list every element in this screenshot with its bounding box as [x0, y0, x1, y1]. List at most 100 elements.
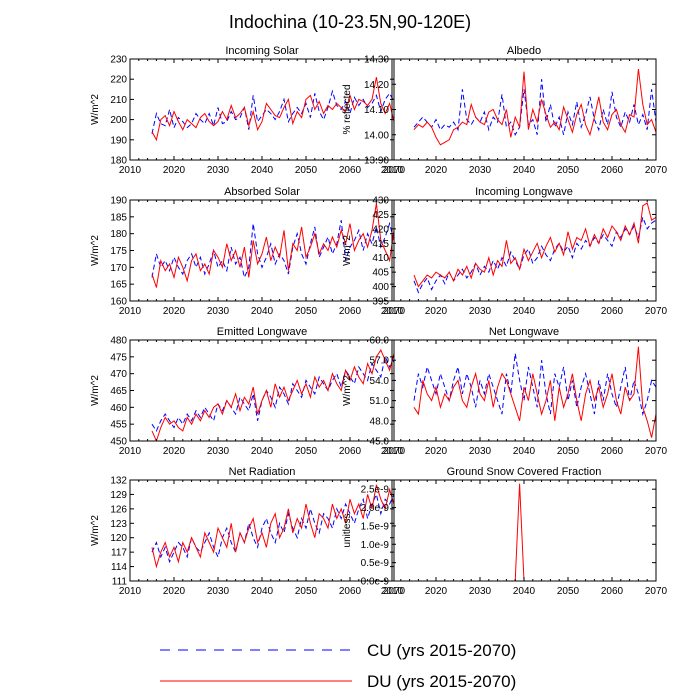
x-tick-label: 2040: [251, 306, 274, 317]
series-cu-emitted-longwave: [151, 355, 394, 432]
y-tick-label: 14.30: [364, 55, 389, 66]
y-tick-label: 132: [110, 476, 127, 487]
series-du-incoming-solar: [151, 77, 394, 142]
y-tick-label: 450: [110, 437, 127, 448]
panel-incoming-longwave: 2010 2020 2030 2040 2050 2060 2070395400405410…: [342, 186, 668, 317]
y-tick-label: 126: [110, 504, 127, 515]
y-tick-label: 470: [110, 369, 127, 380]
x-tick-label: 2020: [163, 306, 186, 317]
y-tick-label: 123: [110, 519, 127, 530]
panel-absorbed-solar: 2010 2020 2030 2040 2050 2060 2070 160 165 170 175…: [90, 186, 406, 317]
panel-emitted-longwave: 2010 2020 2030 2040 2050 2060 2070 450 455 460 465…: [90, 326, 406, 457]
x-tick-label: 2010: [381, 306, 404, 317]
y-tick-label: 465: [110, 386, 127, 397]
y-axis-label-ground-snow-covered-fraction: unitless: [342, 514, 353, 548]
y-tick-label: 405: [372, 268, 389, 279]
y-tick-label: 120: [110, 533, 127, 544]
x-tick-label: 2020: [163, 586, 186, 597]
series-cu-incoming-longwave: [413, 215, 656, 294]
series-du-net-radiation: [151, 484, 394, 569]
legend: CU (yrs 2015-2070) DU (yrs 2015-2070): [160, 641, 516, 691]
x-tick-label: 2030: [469, 446, 492, 457]
panel-ground-snow-covered-fraction: 2010 2020 2030 2040 2050 2060 20700.0e-90.5e-9…: [342, 466, 668, 597]
y-tick-label: 60.0: [370, 336, 390, 347]
panel-title-absorbed-solar: Absorbed Solar: [224, 186, 300, 198]
y-tick-label: 165: [110, 280, 127, 291]
x-tick-label: 2060: [339, 165, 362, 176]
series-du-albedo: [413, 69, 656, 146]
x-tick-label: 2010: [381, 165, 404, 176]
x-tick-label: 2030: [207, 446, 230, 457]
y-tick-label: 14.10: [364, 105, 389, 116]
x-tick-label: 2040: [251, 446, 274, 457]
x-tick-label: 2020: [163, 165, 186, 176]
x-tick-label: 2030: [469, 165, 492, 176]
y-tick-label: 160: [110, 297, 127, 308]
x-tick-label: 2070: [383, 586, 406, 597]
y-tick-label: 14.20: [364, 80, 389, 91]
series-du-net-longwave: [413, 346, 656, 438]
x-tick-label: 2060: [601, 165, 624, 176]
x-tick-label: 2070: [645, 306, 668, 317]
x-tick-label: 2010: [381, 586, 404, 597]
x-tick-label: 2040: [513, 586, 536, 597]
x-tick-label: 2030: [469, 306, 492, 317]
panel-title-net-radiation: Net Radiation: [229, 466, 296, 478]
panel-title-net-longwave: Net Longwave: [489, 326, 559, 338]
x-tick-label: 2070: [645, 165, 668, 176]
series-cu-albedo: [413, 79, 656, 136]
x-tick-label: 2060: [339, 586, 362, 597]
x-tick-label: 2050: [557, 446, 580, 457]
x-tick-label: 2030: [207, 165, 230, 176]
x-tick-label: 2040: [251, 165, 274, 176]
y-axis-label-net-radiation: W/m^2: [90, 515, 101, 546]
x-tick-label: 2050: [295, 165, 318, 176]
x-tick-label: 2060: [601, 586, 624, 597]
x-tick-label: 2040: [513, 446, 536, 457]
y-tick-label: 410: [372, 253, 389, 264]
series-cu-net-longwave: [413, 353, 656, 416]
y-axis-label-incoming-longwave: W/m^2: [342, 235, 353, 266]
y-tick-label: 400: [372, 282, 389, 293]
series-du-emitted-longwave: [151, 349, 394, 441]
x-tick-label: 2050: [557, 586, 580, 597]
x-tick-label: 2020: [425, 306, 448, 317]
y-tick-label: 395: [372, 297, 389, 308]
y-tick-label: 430: [372, 196, 389, 207]
y-tick-label: 170: [110, 263, 127, 274]
y-tick-label: 190: [110, 135, 127, 146]
panels-grid: 2010 2020 2030 2040 2050 2060 2070 180 190 200 210…: [90, 45, 668, 597]
x-tick-label: 2010: [381, 446, 404, 457]
y-tick-label: 185: [110, 212, 127, 223]
panel-incoming-solar: 2010 2020 2030 2040 2050 2060 2070 180 190 200 210…: [90, 45, 406, 176]
x-tick-label: 2040: [513, 306, 536, 317]
y-tick-label: 48.0: [370, 416, 390, 427]
y-tick-label: 2.0e-9: [361, 503, 390, 514]
y-tick-label: 175: [110, 246, 127, 257]
x-tick-label: 2070: [645, 586, 668, 597]
y-tick-label: 420: [372, 224, 389, 235]
x-tick-label: 2010: [119, 446, 142, 457]
x-tick-label: 2020: [425, 446, 448, 457]
x-tick-label: 2030: [207, 586, 230, 597]
x-tick-label: 2020: [163, 446, 186, 457]
y-tick-label: 0.0e-9: [361, 577, 390, 588]
y-axis-label-albedo: % reflected: [342, 84, 353, 134]
panel-title-incoming-solar: Incoming Solar: [225, 45, 299, 57]
y-tick-label: 210: [110, 95, 127, 106]
y-tick-label: 14.00: [364, 130, 389, 141]
x-tick-label: 2050: [295, 586, 318, 597]
figure-title: Indochina (10-23.5N,90-120E): [229, 12, 471, 32]
y-tick-label: 480: [110, 336, 127, 347]
x-tick-label: 2020: [425, 165, 448, 176]
x-tick-label: 2010: [119, 586, 142, 597]
series-du-absorbed-solar: [151, 203, 394, 288]
y-axis-label-net-longwave: W/m^2: [342, 375, 353, 406]
x-tick-label: 2050: [557, 165, 580, 176]
y-tick-label: 220: [110, 75, 127, 86]
x-tick-label: 2040: [251, 586, 274, 597]
x-tick-label: 2060: [339, 446, 362, 457]
y-tick-label: 45.0: [370, 437, 390, 448]
x-tick-label: 2060: [601, 306, 624, 317]
y-tick-label: 0.5e-9: [361, 558, 390, 569]
